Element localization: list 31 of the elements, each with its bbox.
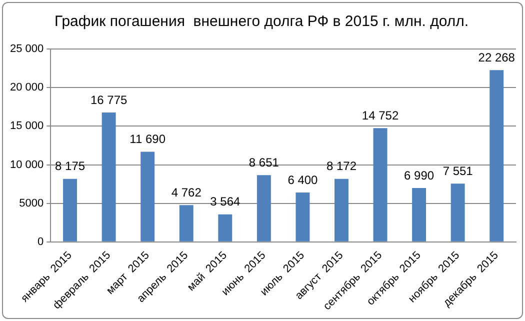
data-label: 11 690: [130, 132, 166, 146]
y-tick-label: 15 000: [10, 120, 44, 132]
bar: [218, 214, 232, 242]
data-label: 8 175: [55, 159, 86, 174]
bar: [102, 112, 116, 242]
data-label: 6 400: [288, 172, 318, 187]
data-label: 22 268: [478, 50, 516, 64]
bar: [179, 205, 194, 242]
bar: [412, 188, 426, 242]
y-tick-label: 5000: [19, 197, 44, 210]
y-tick-label: 20 000: [10, 82, 44, 94]
bar: [450, 184, 465, 242]
data-label: 4 762: [171, 185, 202, 200]
data-label: 14 752: [362, 108, 399, 122]
bar: [140, 152, 155, 242]
bar: [490, 70, 504, 242]
bar: [296, 192, 310, 242]
bar: [334, 178, 348, 242]
data-label: 7 551: [442, 164, 474, 178]
bar: [63, 178, 78, 242]
y-tick-label: 25 000: [10, 43, 44, 56]
data-label: 8 172: [326, 159, 357, 174]
chart-title: График погашения внешнего долга РФ в 2015 г. млн. долл.: [54, 13, 469, 30]
bar: [256, 175, 271, 242]
data-label: 3 564: [210, 194, 240, 209]
data-label: 6 990: [404, 168, 434, 182]
y-tick-label: 10 000: [10, 158, 44, 171]
y-tick-label: 0: [38, 236, 44, 248]
data-label: 16 775: [90, 92, 128, 107]
data-label: 8 651: [248, 155, 280, 170]
bar: [373, 128, 388, 242]
